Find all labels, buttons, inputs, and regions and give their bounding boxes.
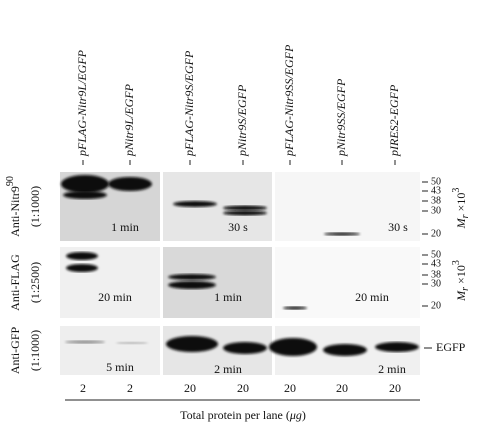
marker-label: 43: [431, 185, 441, 196]
antibody: Anti-Nitr9: [8, 186, 22, 237]
dilution: (1:1000): [28, 330, 42, 371]
mr-main: M: [454, 290, 468, 302]
mr-rest: ×10: [454, 265, 468, 287]
lane-label: pFLAG-Nitr9S/EGFP: [182, 50, 196, 157]
marker-label: 30: [431, 205, 441, 216]
marker-label: 20: [431, 300, 441, 311]
blot-panel: [60, 326, 160, 375]
marker-label: 20: [431, 228, 441, 239]
band: [269, 338, 317, 356]
band: [116, 342, 148, 344]
mr-sup: 3: [451, 260, 462, 265]
exposure: 2 min: [378, 362, 406, 376]
band: [223, 205, 267, 211]
band: [223, 210, 267, 216]
band: [66, 264, 98, 272]
exposure: 1 min: [111, 220, 139, 234]
band: [375, 342, 419, 352]
mr-label: Mr ×103: [451, 188, 471, 230]
mr-sub: r: [460, 287, 471, 291]
protein-amount: 2: [80, 381, 86, 395]
mr-sup: 3: [451, 188, 462, 193]
dilution: (1:1000): [28, 186, 42, 227]
exposure: 5 min: [106, 360, 134, 374]
lane-labels: pFLAG-Nitr9L/EGFP pNitr9L/EGFP pFLAG-Nitr9…: [75, 44, 401, 165]
band: [66, 252, 98, 260]
marker-label: 50: [431, 176, 441, 187]
mr-rest: ×10: [454, 193, 468, 215]
labels: 2 2 20 20 20 20 20 Anti-Nitr990 (1:1000) 1 min 30 …: [5, 176, 471, 395]
antibody-label: Anti-Nitr990: [5, 176, 21, 237]
mr-sub: r: [460, 214, 471, 218]
mr-label: Mr ×103: [451, 260, 471, 302]
band: [166, 336, 218, 352]
band: [168, 274, 216, 280]
marker-label: 43: [431, 258, 441, 269]
exposure: 20 min: [355, 290, 389, 304]
marker-label: 38: [431, 269, 441, 280]
egfp-label: EGFP: [436, 340, 466, 354]
lane-label: pFLAG-Nitr9SS/EGFP: [282, 44, 296, 157]
band: [323, 344, 367, 356]
exposure: 1 min: [214, 290, 242, 304]
exposure: 30 s: [228, 220, 248, 234]
protein-amount: 20: [237, 381, 249, 395]
antibody-label: Anti-FLAG: [8, 254, 22, 311]
band: [63, 191, 107, 199]
antibody-label: Anti-GFP: [8, 327, 22, 375]
band: [283, 306, 307, 310]
lane-label: pNitr9S/EGFP: [235, 84, 249, 157]
exposure: 20 min: [98, 290, 132, 304]
marker-label: 50: [431, 249, 441, 260]
mr-main: M: [454, 217, 468, 229]
antibody-sup: 90: [5, 176, 16, 186]
band: [108, 177, 152, 191]
protein-amount: 20: [389, 381, 401, 395]
band: [223, 342, 267, 354]
band: [61, 175, 109, 193]
band: [173, 201, 217, 207]
band: [324, 232, 360, 236]
blot-panel: [275, 247, 420, 318]
protein-amount: 20: [284, 381, 296, 395]
marker-label: 38: [431, 195, 441, 206]
lane-label: pFLAG-Nitr9L/EGFP: [75, 49, 89, 157]
antibody: Anti-GFP: [8, 327, 22, 375]
lane-label: pIRES2-EGFP: [387, 84, 401, 157]
caption: Total protein per lane (μg): [180, 408, 306, 422]
dilution: (1:2500): [28, 262, 42, 303]
exposure: 2 min: [214, 362, 242, 376]
protein-amount: 20: [336, 381, 348, 395]
protein-amount: 20: [184, 381, 196, 395]
protein-amount: 2: [127, 381, 133, 395]
band: [65, 340, 105, 344]
blot-panel: [275, 172, 420, 241]
band: [168, 281, 216, 289]
exposure: 30 s: [388, 220, 408, 234]
lane-label: pNitr9SS/EGFP: [334, 78, 348, 157]
marker-label: 30: [431, 278, 441, 289]
lane-label: pNitr9L/EGFP: [122, 83, 136, 157]
antibody: Anti-FLAG: [8, 254, 22, 311]
